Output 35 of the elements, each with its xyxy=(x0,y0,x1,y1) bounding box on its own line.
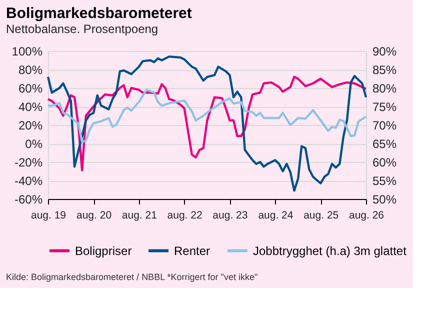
y-tick-label: 40% xyxy=(18,100,43,114)
y2-tick-label: 60% xyxy=(372,156,397,170)
x-tick-label: aug. 25 xyxy=(304,210,339,222)
text: Kilde: Boligmarkedsbarometeret / NBBL *Korrigert for "vet ikke" xyxy=(6,272,258,282)
line-series xyxy=(46,55,368,192)
y2-tick-label: 70% xyxy=(372,118,397,132)
legend-label: Boligpriser xyxy=(75,244,132,258)
y2-tick-label: 55% xyxy=(372,174,397,188)
chart-title: Boligmarkedsbarometeret xyxy=(6,5,192,22)
y-tick-label: 20% xyxy=(18,118,43,132)
y-tick-label: 0% xyxy=(25,137,43,151)
y-tick-label: 60% xyxy=(18,82,43,96)
legend-label: Jobbtrygghet (h.a) 3m glattet xyxy=(253,244,408,258)
y2-tick-label: 90% xyxy=(372,44,397,58)
line-series xyxy=(46,88,368,144)
x-tick-label: aug. 22 xyxy=(167,210,202,222)
x-tick-label: aug. 21 xyxy=(122,210,158,222)
y-tick-label: -20% xyxy=(14,156,43,170)
x-tick-label: aug. 20 xyxy=(76,210,112,222)
y2-tick-label: 80% xyxy=(372,82,397,96)
y2-tick-label: 65% xyxy=(372,137,397,151)
x-tick-label: aug. 26 xyxy=(348,210,384,222)
x-tick-label: aug. 19 xyxy=(30,210,66,222)
legend-label: Renter xyxy=(174,244,210,258)
y-tick-label: 80% xyxy=(18,63,43,77)
y-tick-label: -40% xyxy=(14,174,43,188)
y-tick-label: -60% xyxy=(14,192,43,206)
y2-tick-label: 50% xyxy=(372,192,397,206)
x-tick-label: aug. 24 xyxy=(258,210,294,222)
y2-tick-label: 85% xyxy=(372,63,397,77)
chart-subtitle: Nettobalanse. Prosentpoeng xyxy=(6,22,158,36)
y-tick-label: 100% xyxy=(12,44,43,58)
y2-tick-label: 75% xyxy=(372,100,397,114)
x-tick-label: aug. 23 xyxy=(212,210,248,222)
line-series xyxy=(46,76,368,172)
